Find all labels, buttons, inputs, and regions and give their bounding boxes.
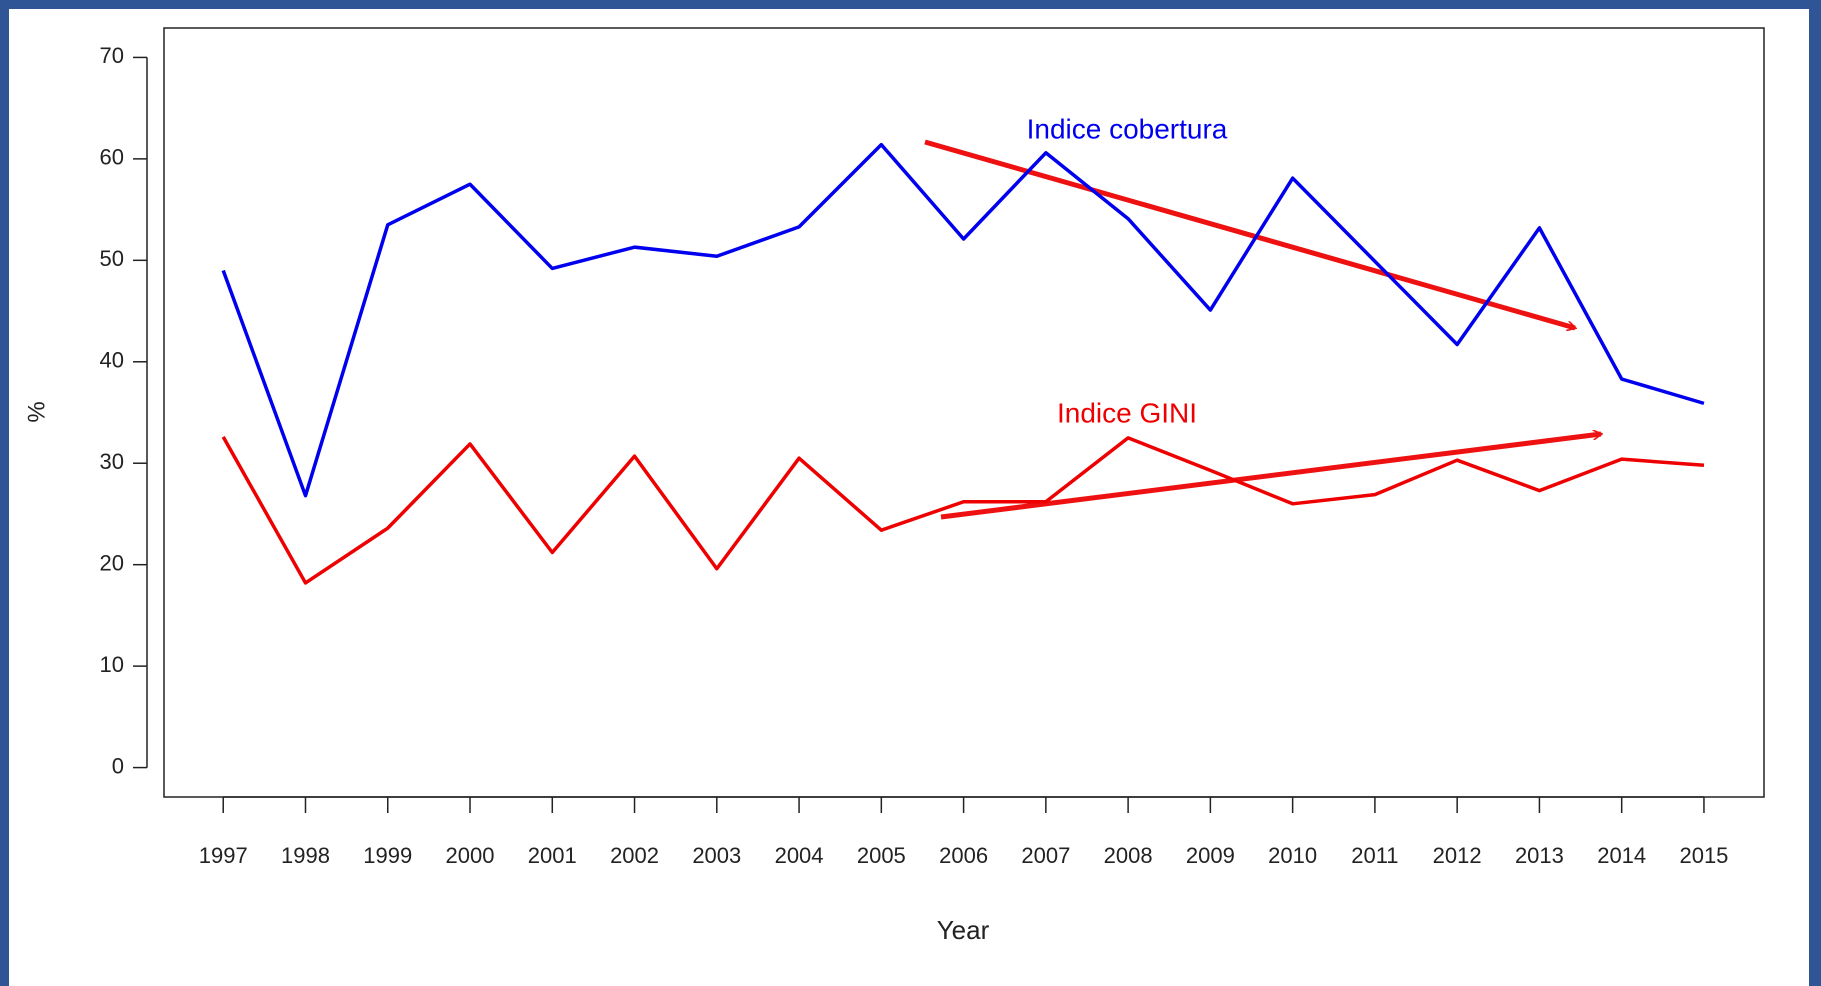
series-annotation: Indice cobertura bbox=[1027, 113, 1228, 144]
y-tick-label: 70 bbox=[100, 43, 124, 68]
y-tick-label: 20 bbox=[100, 550, 124, 575]
x-axis-label: Year bbox=[937, 915, 990, 945]
x-tick-label: 1999 bbox=[363, 843, 412, 868]
y-tick-label: 40 bbox=[100, 348, 124, 373]
x-tick-label: 2004 bbox=[775, 843, 824, 868]
x-tick-label: 2006 bbox=[939, 843, 988, 868]
background bbox=[9, 9, 1809, 986]
trend-arrow bbox=[924, 139, 1575, 328]
x-tick-label: 1997 bbox=[199, 843, 248, 868]
y-tick-label: 0 bbox=[112, 753, 124, 778]
y-tick-label: 10 bbox=[100, 652, 124, 677]
x-tick-label: 2008 bbox=[1104, 843, 1153, 868]
x-tick-label: 2002 bbox=[610, 843, 659, 868]
y-tick-label: 30 bbox=[100, 449, 124, 474]
x-tick-label: 2010 bbox=[1268, 843, 1317, 868]
x-tick-label: 2014 bbox=[1597, 843, 1646, 868]
y-tick-label: 60 bbox=[100, 145, 124, 170]
x-tick-label: 2000 bbox=[446, 843, 495, 868]
y-tick-label: 50 bbox=[100, 246, 124, 271]
trend-arrow bbox=[940, 434, 1601, 520]
series-line bbox=[221, 435, 1705, 585]
x-tick-label: 2001 bbox=[528, 843, 577, 868]
series-line bbox=[221, 142, 1705, 498]
series-annotation: Indice GINI bbox=[1057, 397, 1197, 428]
x-tick-label: 1998 bbox=[281, 843, 330, 868]
x-tick-label: 2013 bbox=[1515, 843, 1564, 868]
x-tick-label: 2007 bbox=[1021, 843, 1070, 868]
x-tick-label: 2011 bbox=[1351, 843, 1398, 868]
x-tick-label: 2012 bbox=[1433, 843, 1482, 868]
x-tick-label: 2005 bbox=[857, 843, 906, 868]
x-tick-label: 2009 bbox=[1186, 843, 1235, 868]
x-tick-label: 2003 bbox=[692, 843, 741, 868]
x-tick-label: 2015 bbox=[1679, 843, 1728, 868]
y-axis-label: % bbox=[23, 401, 50, 422]
